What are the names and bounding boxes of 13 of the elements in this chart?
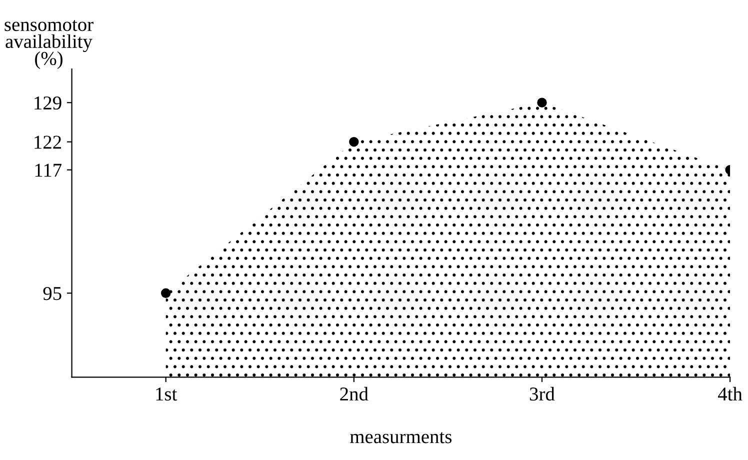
y-axis-title: sensomotor availability (%): [4, 20, 94, 69]
y-tick-label: 122: [34, 136, 62, 149]
point: [537, 98, 547, 108]
x-tick-label: 4th: [718, 386, 742, 401]
y-tick-label: 95: [43, 287, 62, 300]
point: [160, 288, 171, 298]
x-tick-label: 3rd: [530, 386, 555, 401]
x-tick-label: 2nd: [340, 386, 368, 401]
point: [349, 136, 359, 147]
x-axis-title: measurments: [350, 432, 452, 444]
y-tick-label: 129: [34, 96, 62, 110]
y-tick-label: 117: [35, 164, 62, 177]
x-tick-label: 1st: [156, 388, 178, 401]
